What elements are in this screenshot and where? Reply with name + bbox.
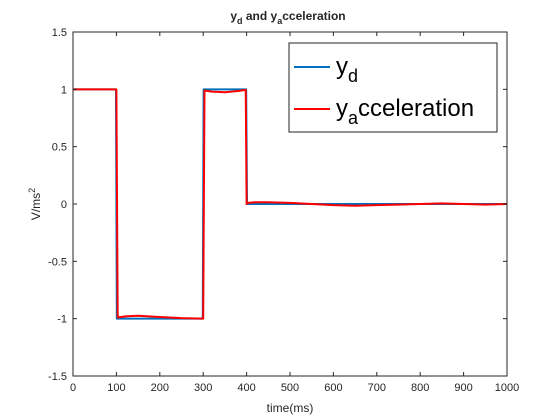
x-axis-label: time(ms) [267, 401, 314, 415]
legend-label-yd: yd [336, 53, 358, 86]
x-tick-label: 800 [411, 382, 429, 394]
chart-title: yd and yacceleration [230, 9, 345, 26]
series-line-1 [73, 88, 508, 320]
legend-box [288, 42, 498, 133]
y-tick-label: 1 [61, 84, 67, 96]
y-tick-label: -1 [57, 314, 67, 326]
y-tick-label: -1.5 [48, 371, 67, 383]
x-tick-label: 200 [151, 382, 169, 394]
x-tick-label: 100 [107, 382, 125, 394]
y-axis-label: V/ms2 [27, 188, 43, 220]
x-tick-label: 0 [70, 382, 76, 394]
legend: yd yacceleration [288, 42, 498, 133]
x-tick-label: 400 [237, 382, 255, 394]
x-tick-label: 600 [324, 382, 342, 394]
x-tick-label: 500 [281, 382, 299, 394]
y-tick-label: 0 [61, 199, 67, 211]
x-tick-labels: 0 100 200 300 400 500 600 700 800 900 1000 [70, 382, 519, 394]
x-tick-label: 1000 [495, 382, 519, 394]
x-tick-label: 700 [368, 382, 386, 394]
y-tick-labels: -1.5 -1 -0.5 0 0.5 1 1.5 [48, 27, 67, 383]
x-tick-label: 300 [194, 382, 212, 394]
axes-layer [72, 31, 508, 377]
x-tick-label: 900 [454, 382, 472, 394]
series-layer [73, 88, 508, 320]
y-tick-label: 0.5 [52, 142, 67, 154]
legend-label-yacceleration: yacceleration [336, 95, 474, 128]
y-tick-label: -0.5 [48, 256, 67, 268]
y-tick-label: 1.5 [52, 27, 67, 39]
